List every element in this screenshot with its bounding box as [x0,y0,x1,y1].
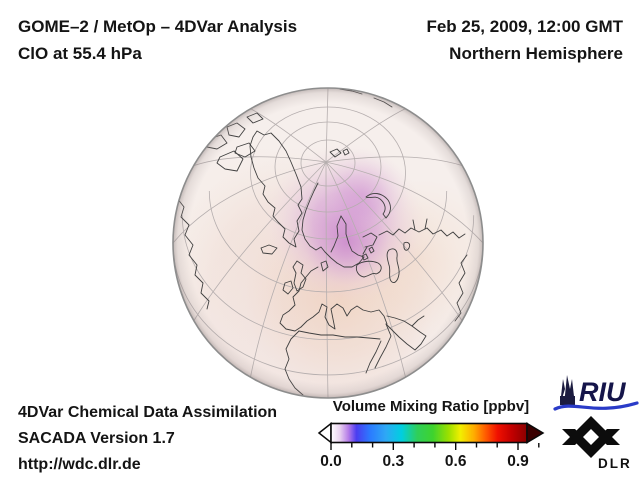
header-left: GOME–2 / MetOp – 4DVar Analysis ClO at 5… [18,13,297,67]
dlr-star-icon [562,416,620,458]
url-label: http://wdc.dlr.de [18,456,141,473]
colorbar-title: Volume Mixing Ratio [ppbv] [332,398,530,415]
riu-logo-text: RIU [579,377,627,407]
tick-label-0.6: 0.6 [445,453,467,470]
assimilation-label: 4DVar Chemical Data Assimilation [18,404,278,421]
limb-shading [173,88,483,398]
cathedral-icon [560,375,575,405]
footer-credits: 4DVar Chemical Data Assimilation SACADA … [18,400,277,478]
tick-label-0.3: 0.3 [383,453,405,470]
colorbar: 0.0 0.3 0.6 0.9 [317,421,545,470]
product-title: GOME–2 / MetOp – 4DVar Analysis [18,17,298,36]
tick-label-0.0: 0.0 [320,453,342,470]
hemisphere-label: Northern Hemisphere [449,44,623,63]
header-right: Feb 25, 2009, 12:00 GMT Northern Hemisph… [426,13,623,67]
date-label: Feb 25, 2009, 12:00 GMT [426,17,623,36]
colorbar-tick-labels: 0.0 0.3 0.6 0.9 [320,453,529,470]
colorbar-over-range-arrow [526,422,545,444]
dlr-logo-text: DLR [598,456,632,471]
riu-logo: RIU [553,375,639,411]
tick-label-0.9: 0.9 [507,453,529,470]
colorbar-under-range-arrow [317,421,332,445]
version-label: SACADA Version 1.7 [18,430,175,447]
riu-wave-icon [553,401,639,411]
colorbar-gradient-bar [330,422,528,444]
dlr-logo: DLR [562,416,632,471]
globe-outline [172,87,484,399]
species-level-label: ClO at 55.4 hPa [18,44,142,63]
colorbar-ticks [330,443,540,450]
